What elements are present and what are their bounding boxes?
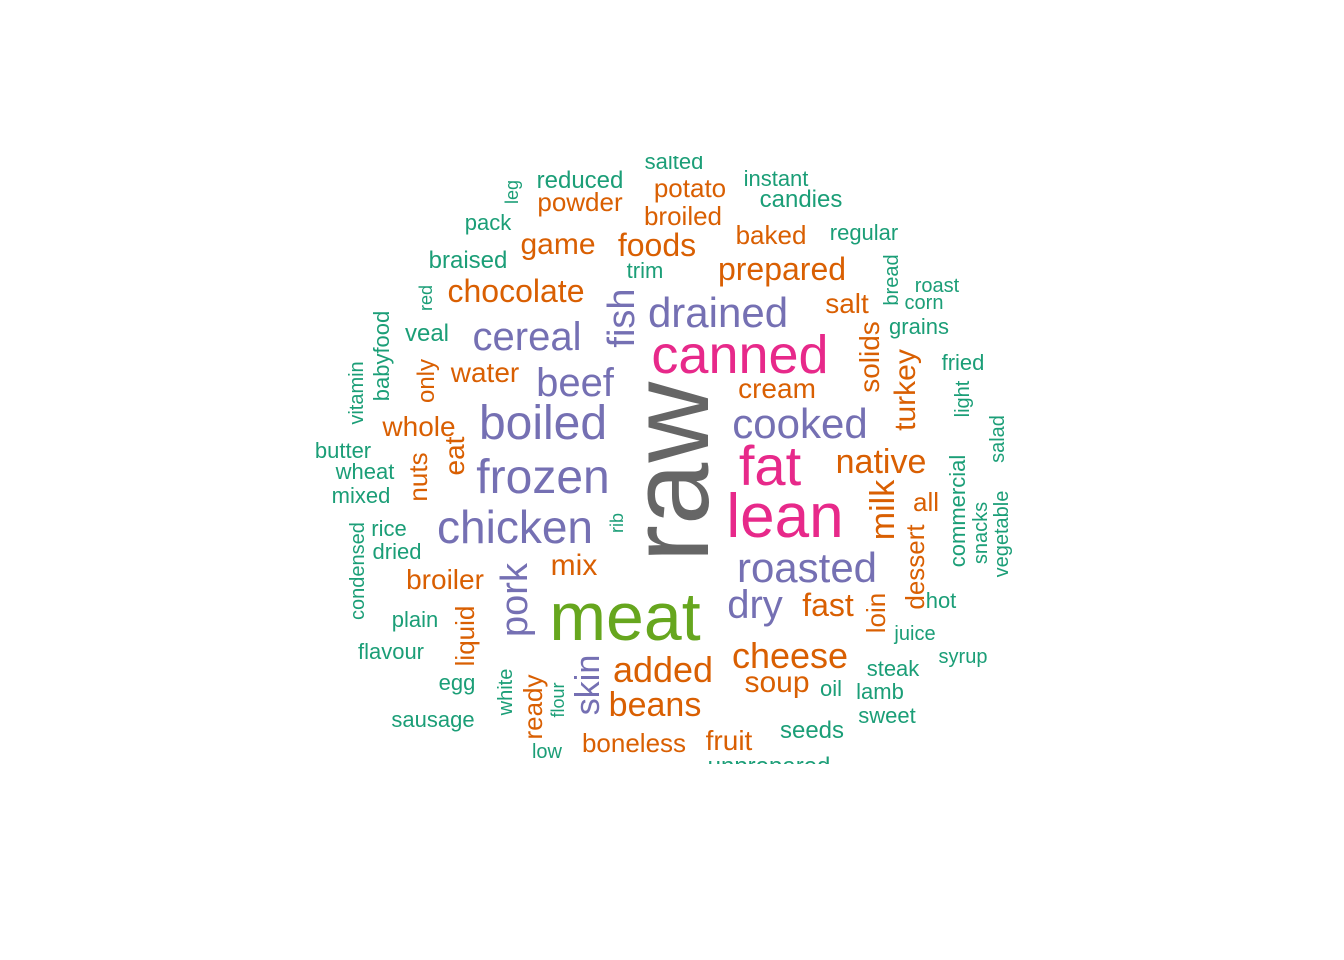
word-braised: braised: [428, 247, 508, 274]
word-flour: flour: [548, 682, 568, 718]
word-rice: rice: [371, 516, 407, 541]
word-baked: baked: [735, 220, 807, 250]
word-lamb: lamb: [856, 679, 904, 704]
word-commercial: commercial: [945, 454, 970, 568]
word-only: only: [413, 358, 440, 404]
word-snacks: snacks: [970, 501, 992, 565]
word-sausage: sausage: [391, 707, 475, 732]
word-oil: oil: [819, 676, 843, 701]
word-cream: cream: [738, 373, 816, 404]
word-liquid: liquid: [450, 605, 480, 667]
word-pork: pork: [494, 563, 536, 637]
word-fast: fast: [802, 587, 854, 623]
word-sweet: sweet: [858, 703, 916, 728]
word-potato: potato: [653, 173, 727, 203]
word-grains: grains: [889, 314, 949, 339]
word-loin: loin: [861, 592, 891, 634]
word-dessert: dessert: [900, 524, 930, 610]
word-corn: corn: [904, 292, 944, 314]
word-veal: veal: [404, 320, 450, 347]
word-red: red: [416, 284, 436, 312]
word-babyfood: babyfood: [369, 310, 394, 402]
word-mix: mix: [550, 549, 598, 582]
word-skin: skin: [569, 654, 607, 716]
word-regular: regular: [829, 220, 899, 245]
word-butter: butter: [314, 438, 372, 463]
word-native: native: [835, 443, 927, 481]
word-plain: plain: [391, 607, 439, 632]
word-fish: fish: [601, 288, 643, 348]
word-vitamin: vitamin: [346, 361, 368, 425]
word-all: all: [912, 487, 940, 517]
word-chicken: chicken: [437, 501, 593, 553]
word-whole: whole: [382, 411, 456, 442]
word-eat: eat: [439, 436, 470, 476]
word-low: low: [531, 741, 563, 763]
word-game: game: [520, 228, 596, 261]
word-drained: drained: [647, 289, 789, 336]
word-trim: trim: [626, 258, 664, 283]
word-egg: egg: [438, 670, 476, 695]
word-nuts: nuts: [403, 452, 433, 502]
word-raw: raw: [607, 381, 732, 563]
word-canned: canned: [651, 325, 829, 385]
word-added: added: [612, 649, 714, 690]
word-water: water: [450, 357, 520, 388]
word-leg: leg: [502, 179, 522, 205]
word-chocolate: chocolate: [447, 273, 585, 309]
word-foods: foods: [617, 227, 697, 263]
word-unprepared: unprepared: [708, 755, 831, 765]
word-beans: beans: [608, 686, 702, 724]
word-fruit: fruit: [705, 725, 753, 756]
word-salted: salted: [644, 156, 704, 174]
word-wheat: wheat: [335, 459, 395, 484]
word-instant: instant: [743, 166, 809, 191]
word-turkey: turkey: [889, 349, 922, 431]
word-salt: salt: [825, 288, 869, 319]
word-cereal: cereal: [472, 315, 582, 359]
word-beef: beef: [536, 361, 614, 405]
word-hot: hot: [925, 588, 957, 613]
word-boiled: boiled: [478, 397, 608, 450]
word-rib: rib: [607, 512, 627, 534]
word-reduced: reduced: [536, 167, 624, 194]
word-lean: lean: [726, 482, 844, 551]
word-prepared: prepared: [717, 251, 847, 287]
word-vegetable: vegetable: [991, 490, 1013, 578]
word-milk: milk: [864, 479, 902, 541]
word-fat: fat: [738, 434, 802, 497]
word-roasted: roasted: [736, 544, 878, 591]
word-salad: salad: [987, 415, 1009, 463]
word-white: white: [495, 668, 517, 716]
word-frozen: frozen: [476, 451, 610, 504]
word-boneless: boneless: [581, 728, 687, 758]
word-dry: dry: [727, 583, 783, 627]
word-steak: steak: [866, 656, 920, 681]
word-cooked: cooked: [732, 400, 868, 447]
word-fried: fried: [941, 350, 985, 375]
word-pack: pack: [464, 210, 512, 235]
word-cloud-area: raw meat lean canned fat frozen boiled chicken c…: [0, 156, 1344, 764]
word-light: light: [952, 380, 974, 418]
word-ready: ready: [518, 674, 548, 740]
word-broiler: broiler: [406, 564, 484, 595]
word-syrup: syrup: [938, 646, 988, 668]
word-seeds: seeds: [779, 717, 845, 744]
word-flavour: flavour: [357, 639, 425, 664]
word-soup: soup: [744, 666, 810, 699]
word-juice: juice: [894, 623, 936, 645]
word-roast: roast: [914, 275, 960, 297]
word-solids: solids: [854, 321, 885, 393]
word-mixed: mixed: [331, 483, 391, 508]
word-broiled: broiled: [643, 201, 723, 231]
word-bread: bread: [881, 254, 903, 306]
word-powder: powder: [537, 187, 623, 217]
word-meat: meat: [549, 579, 701, 655]
word-cheese: cheese: [731, 635, 849, 676]
word-candies: candies: [759, 186, 843, 213]
word-condensed: condensed: [347, 522, 369, 620]
word-dried: dried: [372, 539, 422, 564]
